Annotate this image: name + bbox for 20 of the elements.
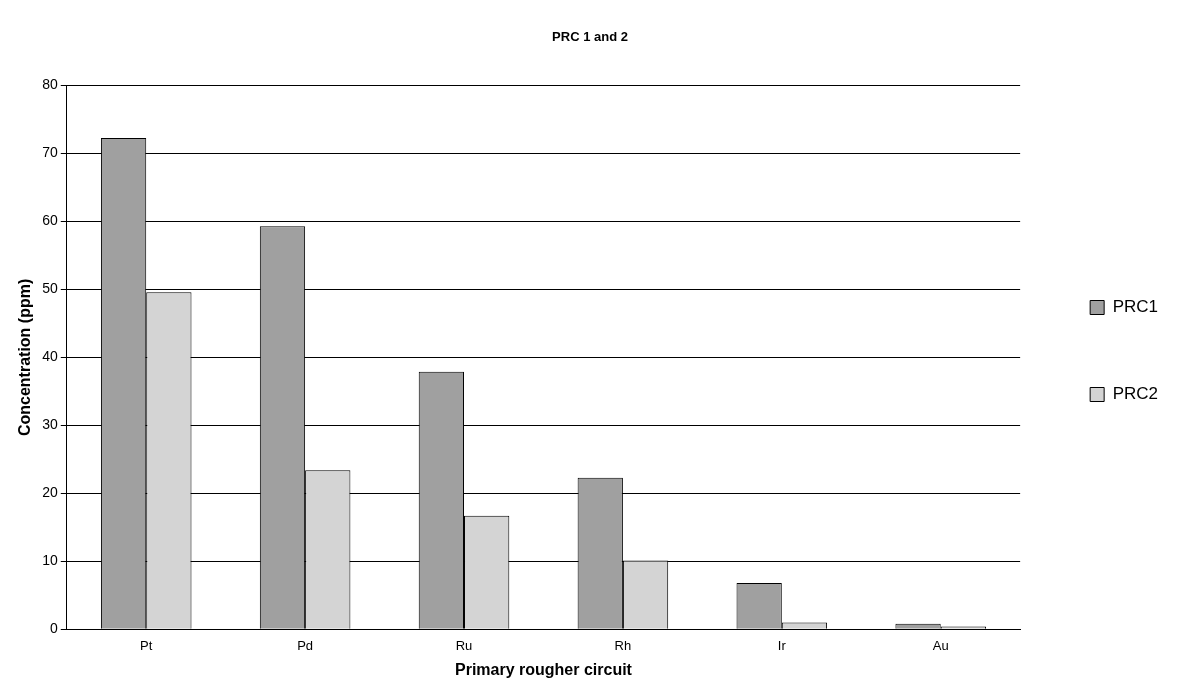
- y-tick-label: 30: [42, 416, 58, 433]
- y-tick-label: 0: [49, 620, 58, 637]
- x-tick-label: Pd: [297, 637, 314, 653]
- y-axis-title: Concentration (ppm): [16, 278, 34, 437]
- y-tick-label: 70: [42, 144, 58, 161]
- y-tick-label: 20: [42, 484, 58, 501]
- x-axis-title: Primary rougher circuit: [454, 660, 633, 678]
- legend-label: PRC1: [1112, 297, 1159, 317]
- x-tick-label: Rh: [614, 637, 632, 653]
- legend-label: PRC2: [1112, 384, 1159, 404]
- y-tick-label: 10: [42, 552, 58, 569]
- y-tick-label: 50: [42, 280, 58, 297]
- y-tick-label: 40: [42, 348, 58, 365]
- y-tick-label: 80: [42, 76, 58, 93]
- x-tick-label: Pt: [140, 637, 153, 653]
- x-tick-label: Au: [932, 637, 949, 653]
- y-tick-label: 60: [42, 212, 58, 229]
- chart-title: PRC 1 and 2: [552, 29, 628, 45]
- x-tick-label: Ir: [777, 637, 787, 653]
- x-tick-label: Ru: [455, 637, 473, 653]
